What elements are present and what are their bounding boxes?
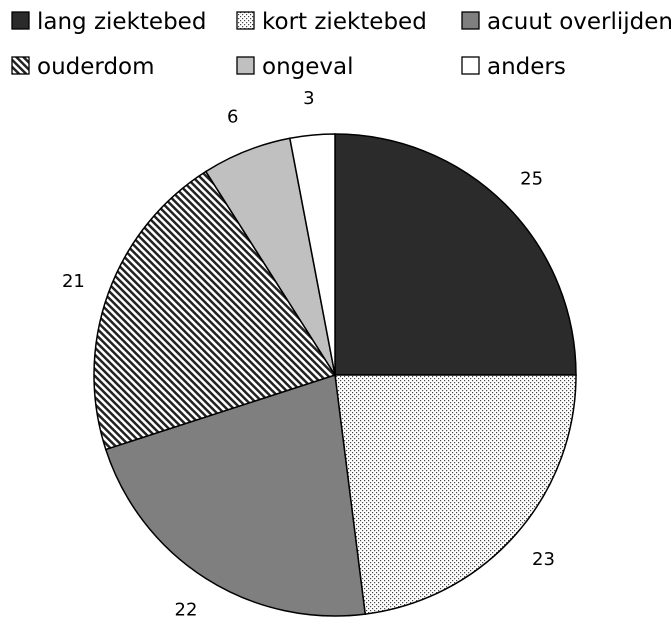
legend-label-kort-ziektebed: kort ziektebed (262, 9, 427, 35)
pie-slice-kort-ziektebed (334, 374, 577, 615)
pie-slice-lang-ziektebed (334, 133, 577, 376)
data-label-lang-ziektebed: 25 (520, 168, 543, 189)
legend-swatch-ouderdom (11, 56, 30, 75)
data-label-kort-ziektebed: 23 (532, 549, 555, 570)
legend-label-lang-ziektebed: lang ziektebed (37, 9, 206, 35)
pie-slice-ouderdom (93, 170, 337, 451)
legend-label-ouderdom: ouderdom (37, 54, 155, 80)
pie-slices (93, 133, 577, 617)
pie-slice-acuut-overlijden (104, 374, 367, 617)
legend-swatch-anders (461, 56, 480, 75)
legend-label-anders: anders (487, 54, 566, 80)
data-label-anders: 3 (303, 88, 314, 109)
legend-label-acuut-overlijden: acuut overlijden (487, 9, 672, 35)
legend-swatch-acuut-overlijden (461, 11, 480, 30)
legend-swatch-kort-ziektebed (236, 11, 255, 30)
legend: lang ziektebed kort ziektebed acuut overli… (11, 9, 672, 80)
legend-swatch-ongeval (236, 56, 255, 75)
data-label-acuut-overlijden: 22 (175, 600, 198, 617)
legend-label-ongeval: ongeval (262, 54, 354, 80)
data-labels: 25 23 22 21 6 3 (62, 88, 555, 617)
pie-slice-anders (288, 133, 336, 376)
legend-swatch-lang-ziektebed (11, 11, 30, 30)
data-label-ouderdom: 21 (62, 271, 85, 292)
data-label-ongeval: 6 (227, 107, 238, 128)
